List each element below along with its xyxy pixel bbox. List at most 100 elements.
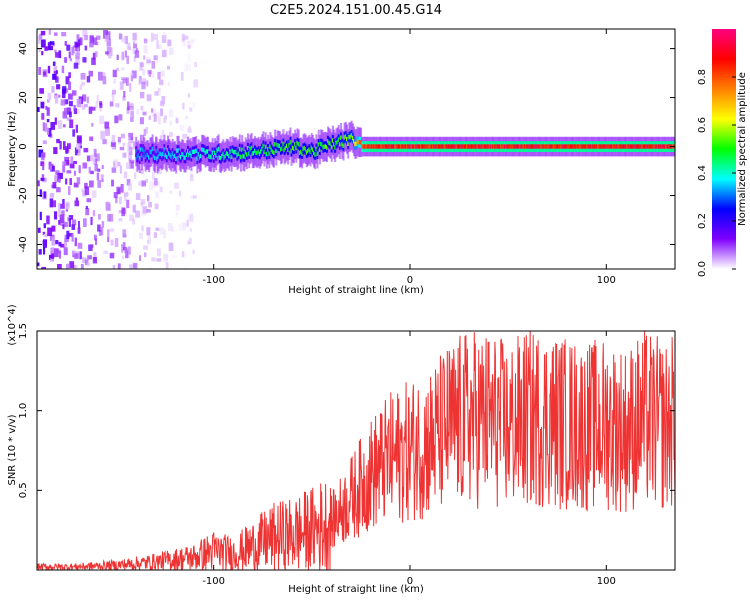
spectrogram-track-core — [427, 144, 430, 149]
spectrogram-track-core — [593, 144, 596, 149]
spectrogram-track-core — [159, 151, 162, 157]
spectrogram-track-core — [582, 144, 585, 149]
spectrogram-noise-cell — [70, 156, 74, 164]
spectrogram-noise-cell — [92, 52, 96, 60]
spectrogram-track-core — [530, 144, 533, 149]
spectrogram-track-core — [136, 154, 139, 160]
spectrogram-track-core — [331, 138, 334, 143]
spectrogram-track-core — [502, 144, 505, 149]
spectrogram-noise-cell — [174, 182, 179, 189]
spectrogram-noise-cell — [49, 165, 53, 171]
spectrogram-track-core — [251, 151, 254, 156]
spectrogram-noise-cell — [83, 218, 87, 227]
spectrogram-noise-cell — [91, 190, 97, 198]
spectrogram-track-core — [139, 147, 142, 152]
spectrogram-track-core — [144, 154, 147, 160]
spectrogram-track-core — [624, 144, 626, 149]
spectrogram-noise-cell — [50, 122, 56, 130]
spectrogram-noise-cell — [180, 72, 184, 81]
spectrogram-track-core — [463, 144, 466, 149]
spectrogram-track-core — [267, 147, 270, 152]
snr-x-tick-label: 100 — [597, 576, 616, 587]
spectrogram-noise-cell — [47, 227, 53, 237]
spectrogram-noise-cell — [139, 255, 142, 262]
spectrogram-noise-cell — [48, 29, 51, 35]
spectrogram-noise-cell — [99, 115, 105, 125]
spectrogram-track-core — [543, 144, 546, 149]
spectrogram-track-core — [474, 144, 477, 149]
spectrogram-track-core — [382, 144, 385, 149]
spectrogram-noise-cell — [134, 50, 140, 58]
spectrogram-noise-cell — [120, 67, 125, 71]
spectrogram-noise-cell — [189, 238, 192, 245]
spectrogram-track-core — [221, 154, 224, 159]
spectrogram-noise-cell — [102, 76, 107, 85]
spectrogram-noise-cell — [99, 101, 103, 105]
spectrogram-noise-cell — [86, 198, 92, 203]
spectrogram-noise-cell — [121, 51, 125, 61]
spectrogram-noise-cell — [72, 45, 75, 54]
spectrogram-noise-cell — [82, 257, 87, 264]
spectrogram-track-core — [566, 144, 569, 149]
spectrogram-track-core — [225, 151, 228, 156]
spectrogram-noise-cell — [86, 155, 91, 162]
spectrogram-track-core — [520, 144, 523, 149]
spectrogram-track-core — [649, 144, 652, 149]
spectrogram-noise-cell — [40, 30, 46, 36]
spectrogram-noise-cell — [41, 152, 46, 158]
spectrogram-track-core — [628, 144, 631, 149]
chart-title: C2E5.2024.151.00.45.G14 — [270, 3, 442, 18]
spectrogram-noise-cell — [182, 223, 187, 229]
spectrogram-noise-cell — [43, 239, 47, 248]
spectrogram-track-core — [488, 144, 491, 149]
spectrogram-track-core — [346, 136, 348, 142]
spectrogram-noise-cell — [42, 164, 45, 171]
spectrogram-noise-cell — [38, 48, 41, 53]
colorbar-tick-label: 0.2 — [697, 213, 708, 229]
spectrogram-track-core — [229, 149, 232, 154]
spectrogram-track-core — [214, 150, 217, 156]
spectrogram-track-core — [515, 144, 518, 149]
spectrogram-noise-cell — [128, 151, 132, 160]
spectrogram-track-core — [168, 151, 171, 156]
spectrogram-noise-cell — [76, 177, 81, 185]
spectrogram-noise-cell — [157, 87, 161, 92]
spectrogram-noise-cell — [62, 161, 67, 165]
spectrogram-track-core — [400, 144, 403, 149]
spectrogram-noise-cell — [123, 171, 128, 179]
spectrogram-noise-cell — [82, 30, 88, 37]
spectrogram-noise-cell — [55, 70, 58, 74]
spectrogram-noise-cell — [161, 96, 166, 105]
spectrogram-track-core — [263, 149, 266, 154]
spectrogram-y-ticks: 40 20 0 -20 -40 — [18, 42, 675, 253]
spectrogram-track-core — [145, 152, 148, 158]
spectrogram-noise-cell — [138, 181, 142, 186]
spectrogram-track-core — [291, 145, 294, 151]
spectrogram-noise-cell — [112, 69, 117, 78]
spectrogram-noise-cell — [106, 38, 111, 47]
spectrogram-noise-cell — [109, 228, 115, 232]
spectrogram-noise-cell — [167, 39, 172, 47]
spectrogram-noise-cell — [154, 91, 159, 96]
spectrogram-noise-cell — [71, 47, 74, 56]
snr-series-line — [37, 331, 675, 570]
spectrogram-track-core — [163, 147, 166, 152]
spectrogram-noise-cell — [47, 92, 52, 101]
spectrogram-track-core — [406, 144, 409, 149]
spectrogram-track-core — [562, 144, 565, 149]
spectrogram-noise-cell — [129, 82, 132, 92]
spectrogram-track-core — [641, 144, 644, 149]
spectrogram-noise-cell — [61, 210, 65, 217]
spectrogram-noise-cell — [73, 108, 78, 115]
spectrogram-noise-cell — [55, 76, 59, 83]
spectrogram-noise-cell — [66, 44, 71, 51]
spectrogram-noise-cell — [65, 146, 69, 154]
spectrogram-track-core — [330, 144, 333, 150]
spectrogram-noise-cell — [135, 193, 141, 201]
spectrogram-noise-cell — [46, 127, 50, 135]
spectrogram-track-core — [550, 144, 553, 149]
spectrogram-track-core — [137, 153, 140, 158]
spectrogram-noise-cell — [164, 115, 168, 120]
spectrogram-noise-cell — [143, 128, 147, 137]
spectrogram-track-core — [285, 143, 288, 149]
